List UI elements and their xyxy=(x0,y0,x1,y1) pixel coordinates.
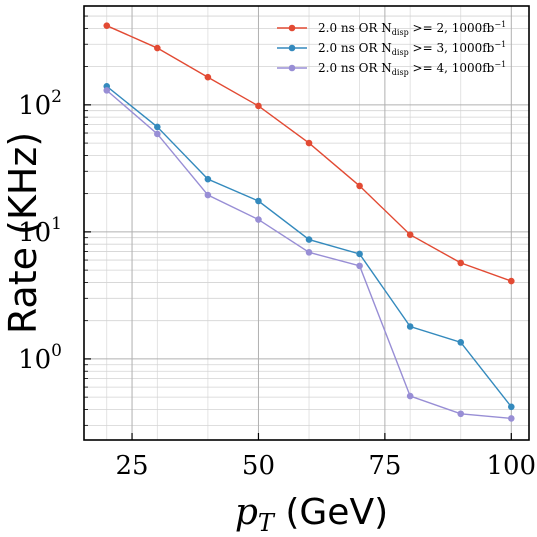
series-2 xyxy=(103,82,515,411)
series-1 xyxy=(103,22,515,285)
series-layer xyxy=(103,22,515,422)
x-axis-title: pT (GeV) xyxy=(235,492,388,537)
data-point xyxy=(457,259,465,267)
data-point xyxy=(103,87,111,94)
legend-swatch-marker xyxy=(288,44,296,52)
x-tick-label: 25 xyxy=(115,451,148,481)
data-point xyxy=(356,250,363,258)
data-point xyxy=(154,44,161,52)
data-point xyxy=(406,231,414,239)
data-point xyxy=(305,139,313,147)
legend-item-3: 2.0 ns OR Ndisp >= 4, 1000fb−1 xyxy=(277,60,506,77)
data-point xyxy=(305,236,313,243)
legend-item-1: 2.0 ns OR Ndisp >= 2, 1000fb−1 xyxy=(277,20,506,37)
data-point xyxy=(508,415,515,422)
data-point xyxy=(255,197,262,205)
data-point xyxy=(457,410,465,418)
plot-frame xyxy=(83,5,530,441)
y-tick-exponent: 0 xyxy=(51,341,62,361)
legend: 2.0 ns OR Ndisp >= 2, 1000fb−1 2.0 ns OR … xyxy=(277,20,506,77)
data-point xyxy=(508,277,515,285)
data-point xyxy=(356,182,363,190)
data-point xyxy=(204,73,212,81)
data-point xyxy=(508,403,515,411)
data-point xyxy=(255,102,262,110)
data-point xyxy=(255,216,262,223)
legend-label: 2.0 ns OR Ndisp >= 4, 1000fb−1 xyxy=(318,60,506,77)
y-tick-label: 102 xyxy=(18,87,62,121)
data-point xyxy=(204,191,212,199)
y-tick-exponent: 1 xyxy=(51,214,62,234)
x-tick-label: 75 xyxy=(368,451,401,481)
data-point xyxy=(457,339,465,346)
data-point xyxy=(154,130,161,138)
legend-label: 2.0 ns OR Ndisp >= 3, 1000fb−1 xyxy=(318,40,506,57)
series-3 xyxy=(103,87,515,422)
data-point xyxy=(204,175,212,183)
data-point xyxy=(406,392,414,400)
legend-swatch-marker xyxy=(288,64,296,72)
data-point xyxy=(305,249,313,256)
legend-swatch-marker xyxy=(288,24,296,32)
y-tick-label: 100 xyxy=(18,341,62,375)
y-tick-exponent: 2 xyxy=(51,87,62,107)
major-gridlines xyxy=(84,6,529,440)
x-tick-label: 100 xyxy=(486,451,536,481)
data-point xyxy=(154,123,161,131)
data-point xyxy=(356,262,363,270)
x-tick-label: 50 xyxy=(242,451,275,481)
minor-gridlines xyxy=(84,6,529,440)
y-tick-label: 101 xyxy=(18,214,62,248)
legend-label: 2.0 ns OR Ndisp >= 2, 1000fb−1 xyxy=(318,20,506,37)
data-point xyxy=(103,22,111,29)
legend-item-2: 2.0 ns OR Ndisp >= 3, 1000fb−1 xyxy=(277,40,506,57)
y-axis-title: Rate (KHz) xyxy=(1,132,45,334)
data-point xyxy=(406,323,414,330)
